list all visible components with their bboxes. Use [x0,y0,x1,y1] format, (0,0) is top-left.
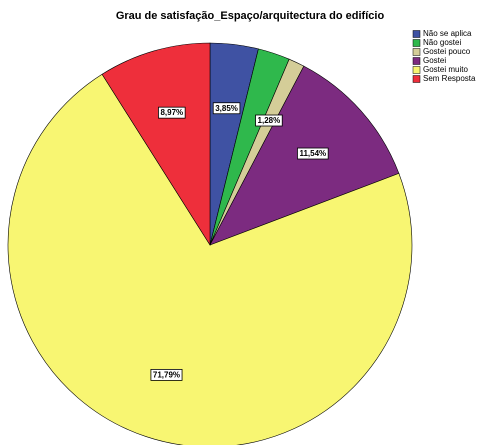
data-label-box [212,102,241,115]
legend-label: Sem Resposta [423,74,476,83]
chart-title: Grau de satisfação_Espaço/arquitectura d… [116,10,385,22]
legend-swatch [412,66,421,74]
legend-label: Gostei pouco [423,47,471,56]
legend-label: Não se aplica [423,29,472,38]
data-label-box [158,106,186,119]
legend-swatch [412,48,421,56]
legend-label: Gostei [423,56,446,65]
data-label-box [255,114,283,127]
data-label: 3,85% [215,104,238,113]
pie-slice [101,42,211,247]
data-label-box [297,147,329,160]
data-label: 1,28% [258,116,281,125]
legend-swatch [412,30,421,38]
data-label: 71,79% [153,370,180,379]
data-label: 11,54% [299,149,326,158]
legend-swatch [412,57,421,65]
legend-swatch [412,39,421,47]
legend-swatch [412,75,421,83]
data-label-box [150,368,183,381]
pie-slice [7,73,413,445]
legend-label: Gostei muito [423,65,468,74]
legend-label: Não gostei [423,38,461,47]
data-label: 8,97% [160,108,183,117]
